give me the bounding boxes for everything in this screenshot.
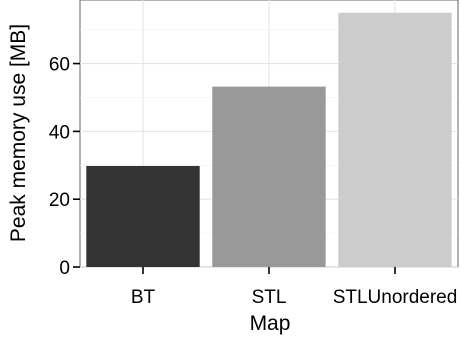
y-tick-label: 20 bbox=[49, 190, 70, 211]
y-tick-label: 40 bbox=[49, 122, 70, 143]
y-axis-title: Peak memory use [MB] bbox=[7, 24, 30, 242]
y-axis: 0 20 40 60 bbox=[49, 55, 80, 279]
x-axis: BT STL STLUnordered bbox=[131, 267, 457, 308]
bar-bt bbox=[86, 165, 200, 267]
x-tick-label: STL bbox=[252, 287, 287, 308]
x-tick-label: BT bbox=[131, 287, 156, 308]
bars bbox=[86, 12, 452, 268]
y-tick-label: 0 bbox=[59, 258, 70, 279]
x-tick-label: STLUnordered bbox=[333, 287, 458, 308]
bar-stlunordered bbox=[338, 12, 452, 268]
x-axis-title: Map bbox=[250, 312, 291, 335]
y-tick-label: 60 bbox=[49, 55, 70, 76]
bar-stl bbox=[212, 86, 326, 267]
